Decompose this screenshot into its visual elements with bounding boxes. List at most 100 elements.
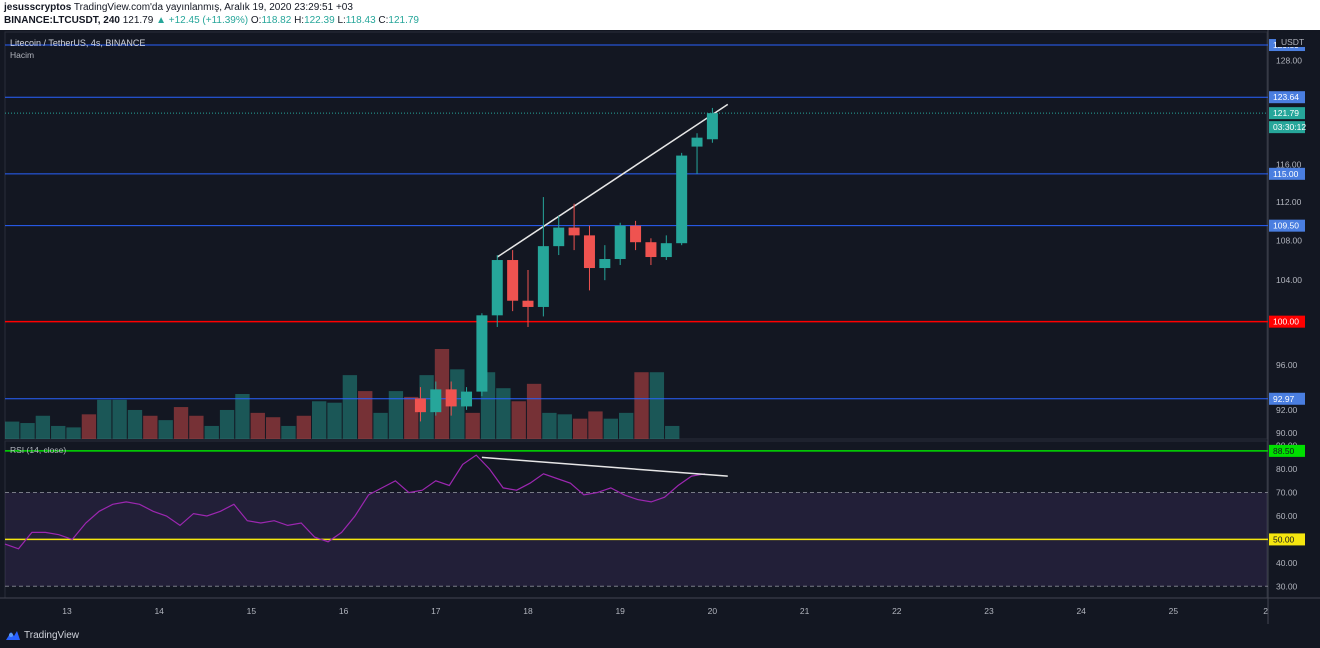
price-tick-label: 96.00: [1276, 360, 1298, 370]
publish-info: jesusscryptos TradingView.com'da yayınla…: [4, 2, 353, 13]
rsi-level-label: 50.00: [1273, 534, 1295, 544]
author-name[interactable]: jesusscryptos: [4, 2, 72, 13]
volume-bar: [296, 415, 311, 439]
rsi-tick-label: 60.00: [1276, 511, 1298, 521]
symbol-label: BINANCE:LTCUSDT, 240: [4, 15, 120, 26]
time-tick-label: 25: [1169, 606, 1179, 616]
open-value: 118.82: [261, 15, 292, 26]
candle-body[interactable]: [568, 227, 580, 236]
volume-bar: [235, 394, 250, 439]
volume-bar: [511, 401, 526, 439]
high-value: 122.39: [304, 15, 335, 26]
candle-body[interactable]: [706, 113, 718, 140]
candle-body[interactable]: [445, 389, 457, 407]
volume-bar: [496, 388, 511, 439]
volume-bar: [358, 391, 373, 439]
price-tick-label: 128.00: [1276, 56, 1302, 66]
level-price-label: 109.50: [1273, 221, 1299, 231]
rsi-tick-label: 70.00: [1276, 488, 1298, 498]
volume-bar: [173, 407, 189, 439]
level-price-label: 100.00: [1273, 317, 1299, 327]
candle-body[interactable]: [476, 315, 488, 392]
level-price-label: 92.97: [1273, 394, 1295, 404]
currency-box: [1276, 35, 1306, 47]
volume-bar: [342, 375, 358, 439]
volume-bar: [127, 409, 143, 439]
candle-body[interactable]: [691, 137, 703, 147]
candle-body[interactable]: [599, 259, 611, 269]
level-price-label-box: [1269, 91, 1305, 104]
price-tick-label: 108.00: [1276, 235, 1302, 245]
volume-bar: [204, 425, 219, 439]
rsi-line: [4, 454, 706, 550]
candle-body[interactable]: [614, 225, 626, 260]
candle-body[interactable]: [660, 243, 672, 258]
candle-body[interactable]: [630, 225, 642, 243]
time-tick-label: 15: [247, 606, 257, 616]
candles: [414, 107, 718, 422]
close-value: 121.79: [388, 15, 419, 26]
time-tick-label: 13: [62, 606, 72, 616]
price-tick-label: 112.00: [1276, 197, 1302, 207]
low-value: 118.43: [345, 15, 376, 26]
price-tick-label: 104.00: [1276, 275, 1302, 285]
candle-body[interactable]: [491, 260, 503, 316]
level-price-label-box: [1269, 315, 1305, 328]
volume-bar: [542, 412, 557, 439]
candle-body[interactable]: [537, 246, 549, 307]
ohlc-line: BINANCE:LTCUSDT, 240 121.79 ▲ +12.45 (+1…: [4, 15, 419, 26]
volume-bar: [158, 420, 173, 439]
volume-bar: [557, 414, 572, 439]
candle-body[interactable]: [507, 260, 519, 301]
chart-canvas[interactable]: 90.0080.0070.0060.0050.0040.0030.0050.00…: [0, 30, 1320, 624]
volume-bar: [388, 391, 404, 439]
volume-bar: [465, 412, 480, 439]
time-tick-label: 21: [800, 606, 810, 616]
time-tick-label: 22: [892, 606, 902, 616]
candle-body[interactable]: [430, 389, 442, 413]
open-label: O:: [250, 15, 262, 26]
time-tick-label: 20: [708, 606, 718, 616]
currency-label: USDT: [1281, 37, 1304, 47]
rsi-trendline[interactable]: [481, 456, 728, 477]
price-trendline[interactable]: [496, 103, 729, 258]
tradingview-logo-icon[interactable]: [5, 629, 21, 641]
time-tick-label: 14: [154, 606, 164, 616]
pair-legend: Litecoin / TetherUS, 4s, BINANCE: [10, 38, 145, 48]
trendlines: [496, 103, 729, 258]
volume-bar: [81, 414, 97, 439]
time-tick-label: 18: [523, 606, 533, 616]
volume-bar: [572, 418, 588, 439]
volume-bar: [35, 415, 51, 439]
time-tick-label: 24: [1076, 606, 1086, 616]
price-tick-label: 92.00: [1276, 405, 1298, 415]
volume-bar: [619, 412, 634, 439]
level-price-label: 123.64: [1273, 92, 1299, 102]
volume-bar: [5, 421, 20, 439]
rsi-tick-label: 30.00: [1276, 581, 1298, 591]
candle-body[interactable]: [461, 391, 473, 407]
publish-header: jesusscryptos TradingView.com'da yayınla…: [0, 0, 1320, 30]
candle-body[interactable]: [583, 235, 595, 269]
footer-brand[interactable]: TradingView: [24, 630, 80, 641]
candle-body[interactable]: [414, 398, 426, 413]
candle-body[interactable]: [553, 227, 565, 247]
rsi-level-label-box: [1269, 533, 1305, 546]
volume-bar: [281, 425, 296, 439]
time-tick-label: 2: [1263, 606, 1268, 616]
volume-bars: [5, 349, 680, 439]
volume-bar: [373, 412, 388, 439]
time-tick-label: 23: [984, 606, 994, 616]
last-price-label-box: [1269, 107, 1305, 120]
volume-bar: [649, 372, 665, 439]
rsi-legend: RSI (14, close): [10, 445, 66, 455]
time-axis[interactable]: 13 14 15 16 17 18 19 20 21 22 23 24 25 2: [62, 606, 1268, 616]
candle-body[interactable]: [522, 300, 534, 307]
footer-bar: TradingView: [0, 624, 1320, 648]
candle-body[interactable]: [645, 242, 657, 258]
candle-body[interactable]: [676, 155, 688, 244]
chart-background: [0, 30, 1320, 624]
volume-bar: [51, 425, 66, 439]
level-price-label-box: [1269, 444, 1305, 457]
